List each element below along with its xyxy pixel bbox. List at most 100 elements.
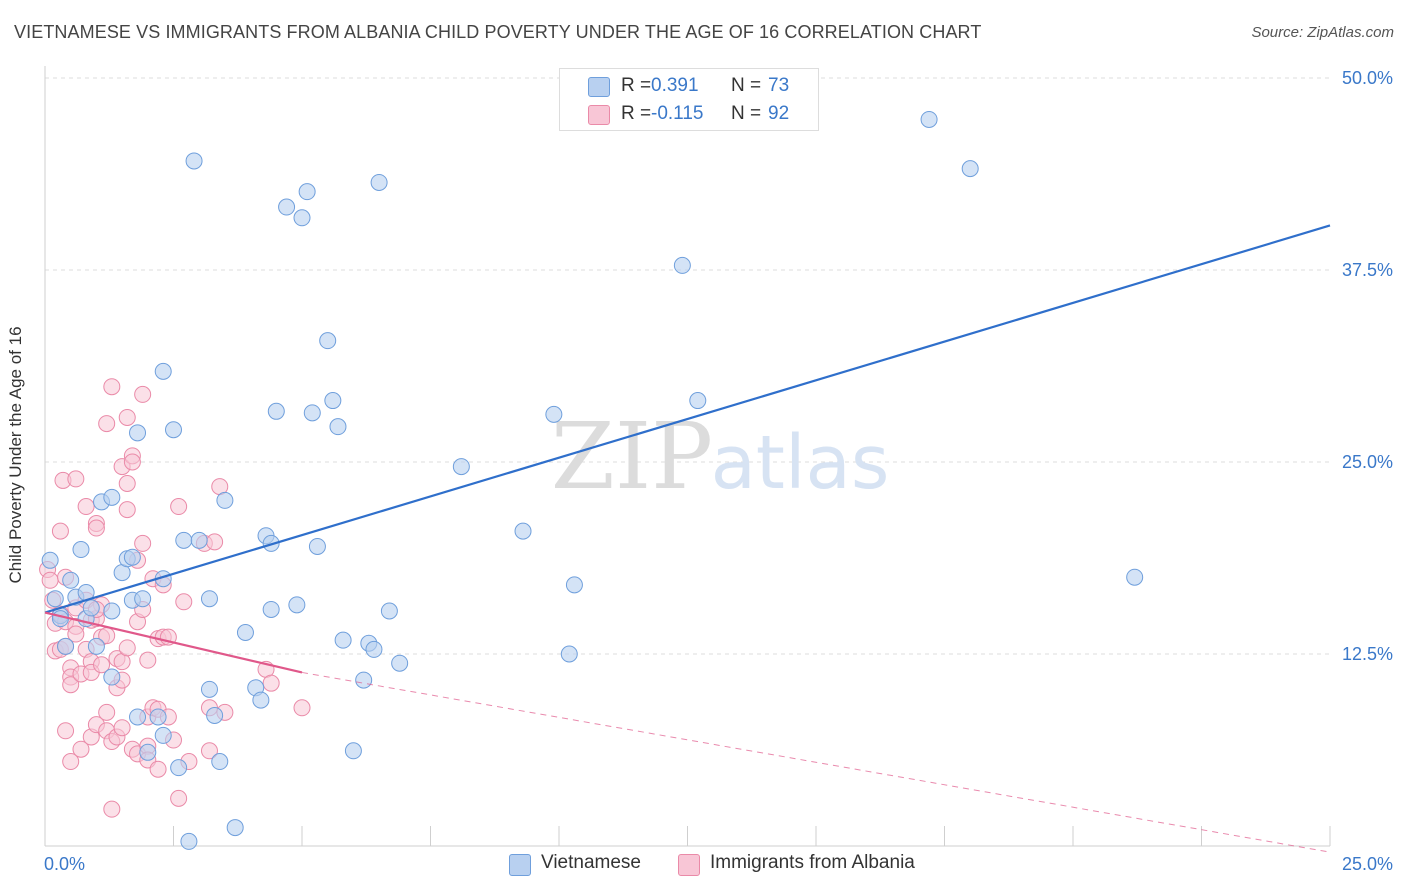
- albania-point: [62, 753, 80, 771]
- vietnamese-point: [236, 623, 254, 641]
- vietnamese-point: [545, 405, 563, 423]
- watermark-zip: ZIP: [551, 403, 713, 510]
- vietnamese-point: [185, 152, 203, 170]
- vietnamese-point: [267, 402, 285, 420]
- vietnamese-point: [1126, 568, 1144, 586]
- vietnamese-point: [216, 491, 234, 509]
- albania-point: [118, 408, 136, 426]
- vietnamese-point: [514, 522, 532, 540]
- vietnamese-point: [170, 759, 188, 777]
- legend-swatch-blue: [588, 77, 610, 97]
- y-tick-label: 25.0%: [1342, 452, 1393, 472]
- vietnamese-point: [175, 531, 193, 549]
- vietnamese-point: [180, 832, 198, 850]
- bottom-legend-swatch-blue: [509, 854, 531, 876]
- vietnamese-point: [57, 637, 75, 655]
- legend-n-label: N =: [731, 75, 762, 96]
- albania-point: [72, 740, 90, 758]
- vietnamese-point: [262, 600, 280, 618]
- vietnamese-point: [87, 637, 105, 655]
- legend-n-label: N =: [731, 103, 762, 124]
- bottom-legend-label: Immigrants from Albania: [710, 852, 915, 873]
- vietnamese-point: [149, 708, 167, 726]
- albania-point: [118, 501, 136, 519]
- y-axis-title: Child Poverty Under the Age of 16: [6, 326, 25, 584]
- vietnamese-point: [560, 645, 578, 663]
- vietnamese-point: [329, 418, 347, 436]
- bottom-legend-swatch-pink: [678, 854, 700, 876]
- vietnamese-point: [370, 173, 388, 191]
- albania-point: [103, 378, 121, 396]
- vietnamese-point: [278, 198, 296, 216]
- vietnamese-point: [129, 708, 147, 726]
- axes: [44, 66, 1331, 847]
- vietnamese-point: [293, 209, 311, 227]
- vietnamese-point: [200, 590, 218, 608]
- vietnamese-point: [391, 654, 409, 672]
- tick-labels: 12.5% 25.0% 37.5% 50.0% 0.0% 25.0%: [44, 68, 1393, 874]
- albania-point: [170, 498, 188, 516]
- legend-n-value: 73: [768, 75, 790, 96]
- legend-swatch-pink: [588, 105, 610, 125]
- albania-point: [139, 651, 157, 669]
- albania-point: [149, 760, 167, 778]
- legend-r-label: R =: [621, 103, 652, 124]
- albania-point: [134, 385, 152, 403]
- vietnamese-point: [961, 160, 979, 178]
- albania-point: [87, 519, 105, 537]
- vietnamese-point: [46, 590, 64, 608]
- vietnamese-point: [41, 551, 59, 569]
- vietnamese-point: [211, 753, 229, 771]
- vietnamese-point: [103, 488, 121, 506]
- vietnamese-point: [103, 602, 121, 620]
- y-tick-label: 12.5%: [1342, 644, 1393, 664]
- vietnamese-point: [154, 726, 172, 744]
- albania-point: [200, 742, 218, 760]
- vietnamese-point: [689, 392, 707, 410]
- albania-point: [93, 656, 111, 674]
- albania-point: [134, 534, 152, 552]
- vietnamese-point: [565, 576, 583, 594]
- albania-point: [118, 639, 136, 657]
- legend-r-value: -0.115: [651, 103, 704, 124]
- albania-point: [98, 703, 116, 721]
- vietnamese-point: [288, 596, 306, 614]
- x-tick-label: 0.0%: [44, 854, 85, 874]
- vietnamese-point: [206, 706, 224, 724]
- albania-point: [62, 676, 80, 694]
- vietnamese-point: [165, 421, 182, 439]
- vietnamese-point: [334, 631, 352, 649]
- vietnamese-point: [308, 537, 326, 555]
- albania-point: [67, 470, 85, 488]
- albania-point: [41, 571, 59, 589]
- vietnamese-point: [673, 256, 691, 274]
- albania-point: [103, 800, 121, 818]
- albania-point: [98, 415, 116, 433]
- y-tick-label: 37.5%: [1342, 260, 1393, 280]
- vietnamese-point: [103, 668, 121, 686]
- watermark: ZIP atlas: [551, 403, 890, 510]
- vietnamese-point: [380, 602, 398, 620]
- vietnamese-point: [355, 671, 373, 689]
- grid-lines: [45, 77, 1330, 655]
- albania-point: [113, 719, 131, 737]
- vietnamese-point: [82, 599, 100, 617]
- x-tick-label: 25.0%: [1342, 854, 1393, 874]
- vietnamese-point: [365, 640, 383, 658]
- vietnamese-point: [190, 531, 208, 549]
- vietnamese-point: [139, 743, 157, 761]
- albania-point: [293, 699, 311, 717]
- legend-r-label: R =: [621, 75, 652, 96]
- correlation-legend: R = 0.391 N = 73 R = -0.115 N = 92: [559, 68, 819, 131]
- vietnamese-point: [123, 548, 141, 566]
- vietnamese-point: [226, 819, 244, 837]
- vietnamese-point: [72, 541, 90, 559]
- vietnamese-trend-line: [44, 224, 1331, 614]
- albania-point: [123, 453, 141, 471]
- albania-trend-extension: [301, 671, 1331, 853]
- vietnamese-point: [319, 332, 337, 350]
- albania-point: [206, 533, 224, 551]
- watermark-atlas: atlas: [711, 420, 890, 506]
- vietnamese-point: [200, 680, 218, 698]
- chart-title: VIETNAMESE VS IMMIGRANTS FROM ALBANIA CH…: [14, 22, 982, 42]
